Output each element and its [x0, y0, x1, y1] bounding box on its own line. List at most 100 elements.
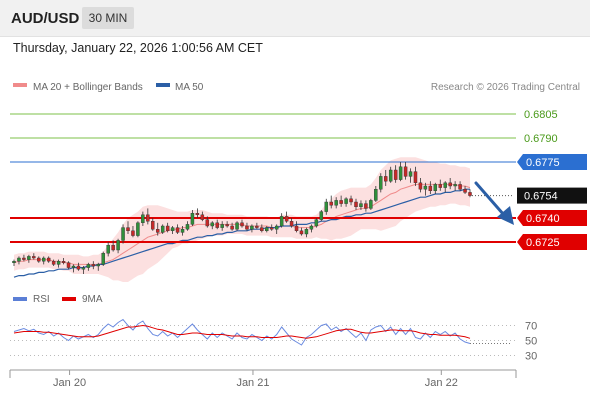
level-label-0.6775: 0.6775 [526, 157, 560, 169]
forecast-arrow [474, 181, 514, 225]
candle-body [170, 227, 175, 232]
x-tick-label: Jan 22 [425, 377, 458, 389]
candle-body [165, 225, 170, 231]
candle-body [136, 222, 140, 236]
candle-body [294, 225, 299, 231]
candle-body [245, 225, 249, 230]
candle-body [32, 256, 36, 259]
candle-body [260, 227, 264, 232]
candle-body [17, 257, 21, 262]
level-label-0.6725: 0.6725 [526, 237, 560, 249]
candle-body [364, 203, 368, 209]
candle-body [121, 227, 125, 241]
candle-body [274, 225, 279, 230]
candle-body [101, 252, 105, 265]
candle-body [56, 261, 61, 265]
candle-body [220, 224, 224, 228]
candle-body [141, 214, 145, 224]
candle-body [160, 225, 165, 233]
candle-body [448, 182, 452, 187]
candle-body [289, 220, 294, 227]
candle-body [91, 264, 96, 267]
legend-label-rsi: RSI [33, 294, 50, 305]
candle-body [458, 184, 462, 190]
rsi-tick-70: 70 [525, 321, 537, 333]
x-tick-label: Jan 21 [236, 377, 269, 389]
x-axis: Jan 20 Jan 21 Jan 22 [53, 370, 458, 389]
rsi-tick-30: 30 [525, 351, 537, 363]
candle-body [384, 176, 388, 182]
candle-body [185, 224, 190, 230]
candle-body [299, 230, 304, 235]
candle-body [388, 169, 393, 182]
candle-body [418, 182, 423, 190]
rsi-ma9-line [13, 324, 471, 339]
candle-body [96, 264, 100, 267]
candle-body [116, 240, 120, 251]
candle-body [22, 257, 26, 260]
candle-body [240, 222, 244, 227]
candle-body [42, 257, 46, 262]
candle-body [284, 216, 289, 222]
candle-body [200, 214, 205, 220]
candles [12, 162, 472, 274]
header-bar: AUD/USD 30 MIN [0, 0, 590, 37]
candle-body [12, 261, 16, 264]
arrow-head [497, 206, 514, 225]
level-label-0.6790: 0.6790 [524, 133, 558, 145]
level-tag-0.6775 [517, 154, 587, 170]
symbol-title: AUD/USD [11, 10, 80, 27]
credit-text: Research © 2026 Trading Central [431, 82, 580, 93]
legend-swatch-9ma [62, 297, 76, 301]
candle-body [225, 224, 229, 227]
candle-body [51, 261, 56, 265]
candle-body [433, 184, 438, 191]
rsi-tick-50: 50 [525, 336, 537, 348]
candle-body [369, 200, 373, 209]
candle-body [146, 214, 150, 222]
legend-label-ma50: MA 50 [175, 82, 204, 93]
candle-body [468, 192, 472, 196]
candle-body [66, 262, 71, 268]
candle-body [438, 184, 442, 188]
candle-body [46, 257, 51, 262]
candle-body [408, 171, 413, 177]
candle-body [61, 261, 66, 264]
candle-body [151, 220, 155, 230]
candle-body [270, 227, 274, 230]
timestamp: Thursday, January 22, 2026 1:00:56 AM CE… [13, 41, 263, 55]
candle-body [428, 185, 433, 192]
candle-body [205, 219, 210, 227]
candle-body [314, 219, 319, 227]
candle-body [86, 264, 91, 268]
candle-body [126, 227, 130, 232]
candle-body [344, 198, 348, 204]
candle-body [359, 203, 363, 208]
key-levels: 0.6805 0.6790 0.6775 0.6754 0.6740 0.6725 [10, 109, 587, 250]
legend-swatch-ma50 [156, 83, 170, 87]
candle-body [423, 185, 428, 190]
candle-body [195, 212, 200, 215]
candle-body [324, 201, 328, 212]
candle-body [413, 171, 418, 184]
timeframe-badge[interactable]: 30 MIN [82, 7, 134, 29]
rsi-panel: 70 50 30 [10, 318, 537, 363]
candle-body [111, 244, 115, 251]
candle-body [334, 200, 338, 206]
candle-body [309, 225, 314, 230]
candle-body [76, 265, 81, 270]
candle-body [71, 265, 76, 268]
candle-body [175, 227, 180, 233]
candle-body [215, 222, 219, 228]
level-tag-0.6725 [517, 234, 587, 250]
candle-body [27, 256, 31, 260]
x-tick-label: Jan 20 [53, 377, 86, 389]
candle-body [210, 222, 214, 227]
candle-body [443, 182, 447, 188]
candle-body [379, 176, 383, 190]
candle-body [403, 166, 408, 177]
candle-body [265, 227, 269, 232]
candle-body [354, 201, 358, 208]
